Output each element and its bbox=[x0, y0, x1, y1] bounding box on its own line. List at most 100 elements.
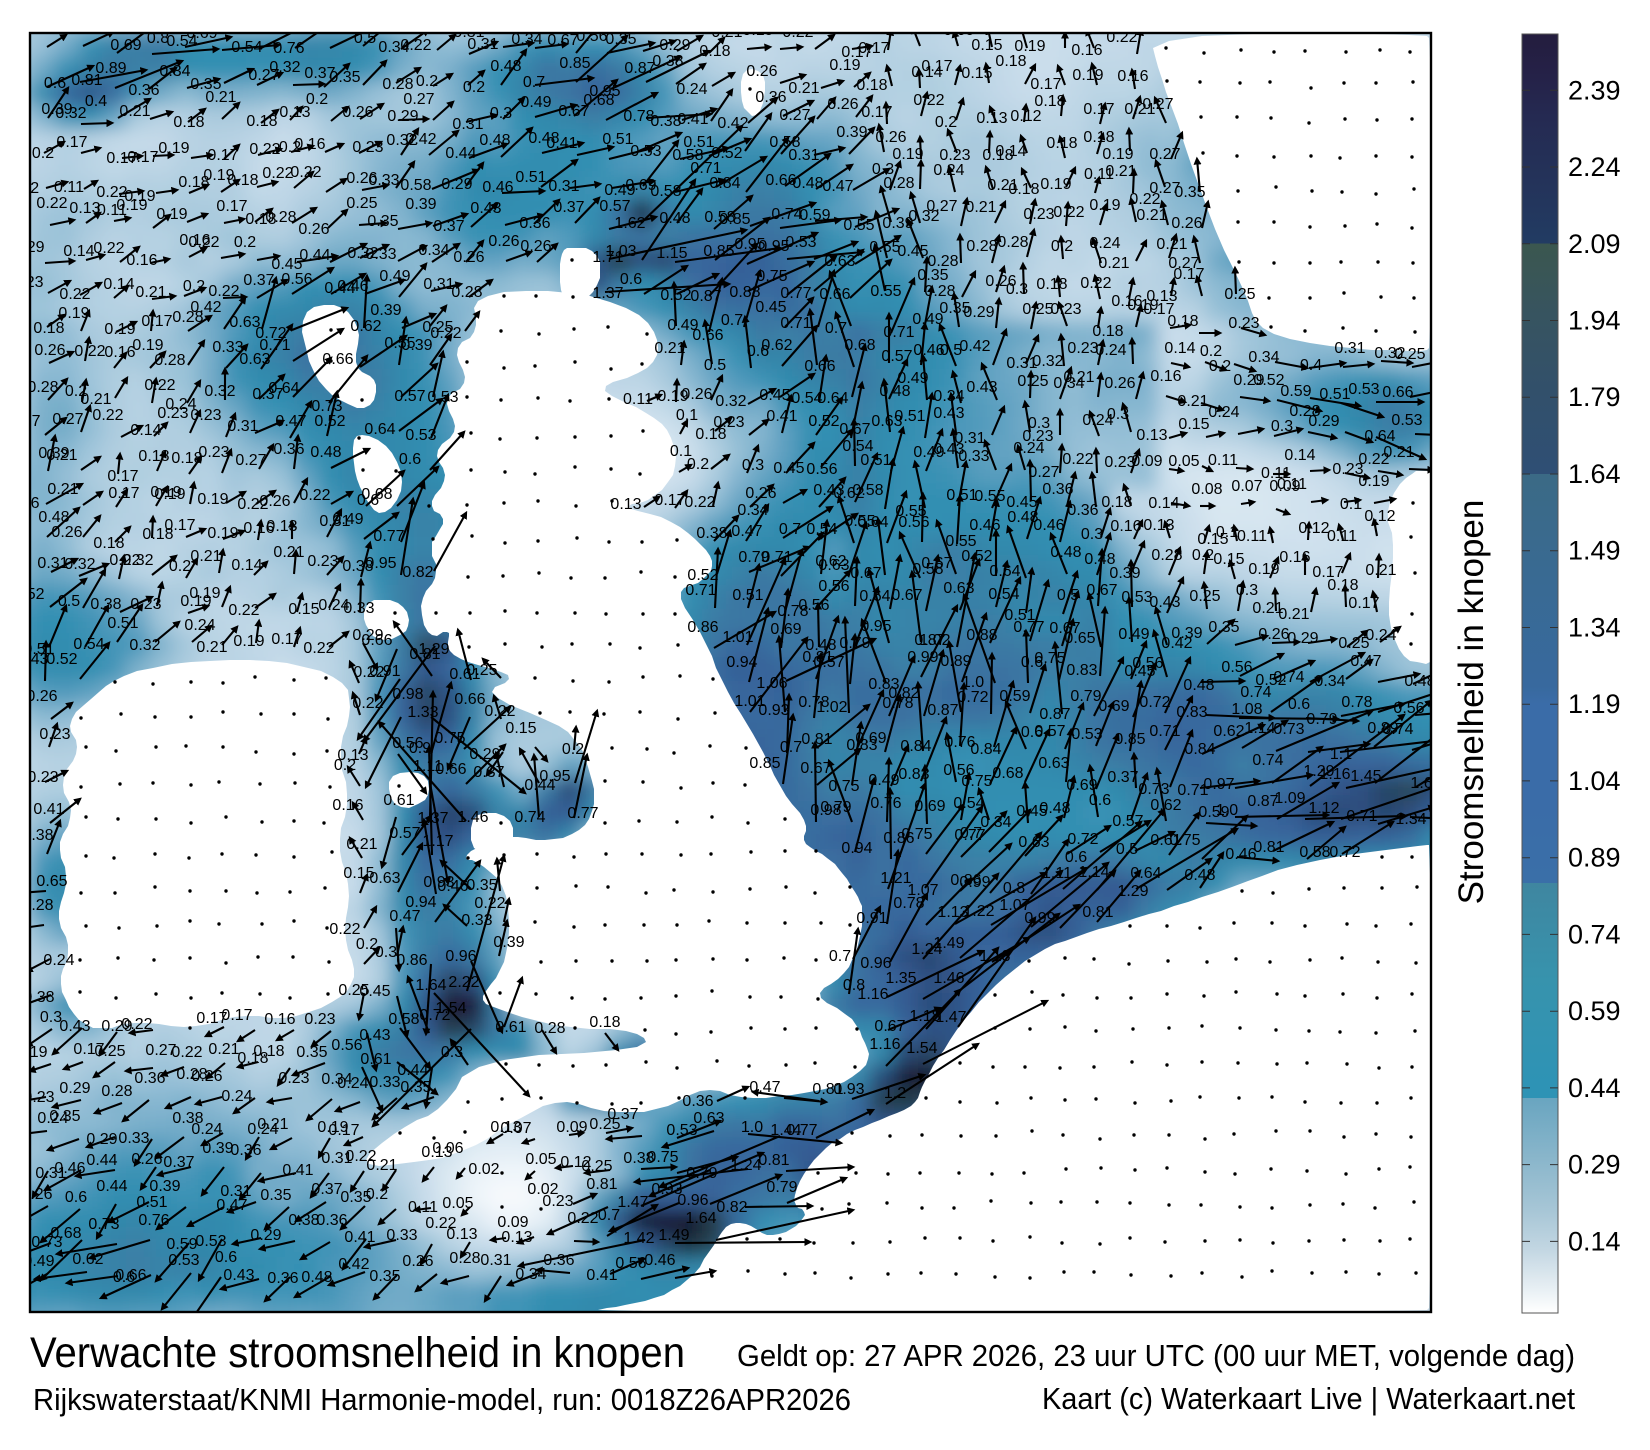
svg-text:0.31: 0.31 bbox=[452, 116, 483, 133]
svg-text:0.56: 0.56 bbox=[1132, 655, 1163, 672]
svg-text:0.29: 0.29 bbox=[86, 1131, 117, 1148]
svg-text:0.25: 0.25 bbox=[1189, 588, 1220, 605]
svg-text:0.83: 0.83 bbox=[1176, 704, 1207, 721]
svg-text:0.18: 0.18 bbox=[1327, 577, 1358, 594]
svg-text:0.11: 0.11 bbox=[1237, 528, 1267, 545]
svg-text:0.67: 0.67 bbox=[1086, 582, 1117, 599]
svg-text:0.52: 0.52 bbox=[660, 287, 691, 304]
svg-text:0.75: 0.75 bbox=[1034, 650, 1065, 667]
svg-text:0.5: 0.5 bbox=[58, 593, 80, 610]
svg-text:0.25: 0.25 bbox=[466, 662, 497, 679]
svg-text:0.17: 0.17 bbox=[1348, 595, 1379, 612]
svg-text:0.37: 0.37 bbox=[553, 199, 584, 216]
svg-text:1.47: 1.47 bbox=[617, 1194, 648, 1211]
svg-text:0.23: 0.23 bbox=[39, 726, 70, 743]
svg-text:1.64: 1.64 bbox=[415, 977, 446, 994]
svg-text:0.7: 0.7 bbox=[721, 312, 743, 329]
svg-text:0.73: 0.73 bbox=[1273, 721, 1304, 738]
svg-text:0.22: 0.22 bbox=[188, 234, 219, 251]
svg-text:0.31: 0.31 bbox=[227, 418, 258, 435]
svg-text:0.15: 0.15 bbox=[505, 720, 536, 737]
svg-text:0.52: 0.52 bbox=[808, 413, 839, 430]
svg-text:0.28: 0.28 bbox=[534, 1020, 565, 1037]
svg-text:0.5: 0.5 bbox=[704, 357, 726, 374]
svg-text:1.16: 1.16 bbox=[1319, 766, 1350, 783]
svg-text:0.68: 0.68 bbox=[50, 1225, 81, 1242]
svg-text:0.35: 0.35 bbox=[369, 1268, 400, 1285]
svg-text:0.22: 0.22 bbox=[684, 494, 715, 511]
svg-text:0.79: 0.79 bbox=[1306, 711, 1337, 728]
svg-text:0.4: 0.4 bbox=[1300, 357, 1322, 374]
svg-text:0.38: 0.38 bbox=[652, 53, 683, 70]
svg-text:0.79: 0.79 bbox=[1070, 688, 1101, 705]
svg-text:0.18: 0.18 bbox=[33, 320, 64, 337]
svg-text:0.95: 0.95 bbox=[365, 555, 396, 572]
svg-text:0.67: 0.67 bbox=[921, 555, 952, 572]
svg-text:0.39: 0.39 bbox=[405, 196, 436, 213]
svg-text:1.34: 1.34 bbox=[1395, 811, 1426, 828]
svg-text:0.71: 0.71 bbox=[259, 337, 290, 354]
svg-text:0.64: 0.64 bbox=[989, 563, 1020, 580]
svg-text:0.2: 0.2 bbox=[463, 79, 485, 96]
svg-text:0.21: 0.21 bbox=[1136, 207, 1167, 224]
svg-text:0.62: 0.62 bbox=[761, 337, 792, 354]
svg-text:0.41: 0.41 bbox=[344, 1229, 375, 1246]
svg-text:0.83: 0.83 bbox=[898, 766, 929, 783]
svg-text:0.76: 0.76 bbox=[870, 795, 901, 812]
svg-text:0.86: 0.86 bbox=[687, 619, 718, 636]
svg-text:0.16: 0.16 bbox=[264, 1011, 295, 1028]
svg-text:0.33: 0.33 bbox=[386, 1227, 417, 1244]
svg-text:0.99: 0.99 bbox=[1024, 910, 1055, 927]
svg-text:0.46: 0.46 bbox=[1033, 517, 1064, 534]
svg-text:1.09: 1.09 bbox=[1274, 790, 1305, 807]
svg-text:0.35: 0.35 bbox=[1208, 619, 1239, 636]
svg-text:0.62: 0.62 bbox=[72, 1251, 103, 1268]
svg-text:0.55: 0.55 bbox=[843, 217, 874, 234]
svg-text:0.23: 0.23 bbox=[190, 407, 221, 424]
svg-text:0.29: 0.29 bbox=[387, 108, 418, 125]
svg-text:0.06: 0.06 bbox=[432, 1140, 463, 1157]
svg-text:0.75: 0.75 bbox=[828, 778, 859, 795]
svg-text:0.66: 0.66 bbox=[115, 1267, 146, 1284]
svg-text:0.67: 0.67 bbox=[839, 421, 870, 438]
svg-text:0.36: 0.36 bbox=[519, 215, 550, 232]
svg-text:0.77: 0.77 bbox=[786, 1122, 817, 1139]
svg-text:0.81: 0.81 bbox=[758, 1152, 789, 1169]
svg-text:0.52: 0.52 bbox=[46, 651, 77, 668]
svg-text:0.81: 0.81 bbox=[1082, 904, 1113, 921]
svg-text:0.82: 0.82 bbox=[402, 564, 433, 581]
svg-text:0.72: 0.72 bbox=[957, 689, 988, 706]
svg-text:0.27: 0.27 bbox=[926, 198, 957, 215]
svg-text:0.17: 0.17 bbox=[271, 631, 302, 648]
svg-text:0.2: 0.2 bbox=[334, 757, 356, 774]
svg-text:0.42: 0.42 bbox=[338, 1256, 369, 1273]
svg-text:1.46: 1.46 bbox=[933, 970, 964, 987]
svg-text:0.3: 0.3 bbox=[441, 1044, 463, 1061]
svg-text:0.17: 0.17 bbox=[164, 517, 195, 534]
svg-text:0.17: 0.17 bbox=[921, 58, 952, 75]
svg-text:0.27: 0.27 bbox=[52, 411, 83, 428]
svg-text:0.21: 0.21 bbox=[366, 1157, 397, 1174]
svg-text:0.66: 0.66 bbox=[322, 351, 353, 368]
svg-text:1.79: 1.79 bbox=[1568, 382, 1621, 412]
svg-text:0.84: 0.84 bbox=[900, 738, 931, 755]
svg-text:0.99: 0.99 bbox=[907, 649, 938, 666]
svg-text:0.31: 0.31 bbox=[1334, 340, 1365, 357]
svg-text:0.32: 0.32 bbox=[122, 552, 153, 569]
svg-text:0.28: 0.28 bbox=[449, 1250, 480, 1267]
svg-text:0.51: 0.51 bbox=[894, 408, 925, 425]
svg-text:0.63: 0.63 bbox=[1018, 834, 1049, 851]
svg-text:0.68: 0.68 bbox=[361, 486, 392, 503]
svg-text:0.32: 0.32 bbox=[269, 59, 300, 76]
svg-text:0.11: 0.11 bbox=[1277, 476, 1307, 493]
svg-text:0.36: 0.36 bbox=[1067, 502, 1098, 519]
svg-text:0.22: 0.22 bbox=[228, 602, 259, 619]
svg-text:0.93: 0.93 bbox=[833, 1081, 864, 1098]
svg-text:0.28: 0.28 bbox=[27, 379, 58, 396]
svg-text:0.07: 0.07 bbox=[1231, 478, 1262, 495]
svg-text:0.46: 0.46 bbox=[1225, 846, 1256, 863]
svg-text:1.0: 1.0 bbox=[741, 1119, 763, 1136]
svg-text:0.48: 0.48 bbox=[1184, 867, 1215, 884]
svg-text:0.74: 0.74 bbox=[1568, 919, 1621, 949]
svg-text:0.1: 0.1 bbox=[1216, 524, 1238, 541]
